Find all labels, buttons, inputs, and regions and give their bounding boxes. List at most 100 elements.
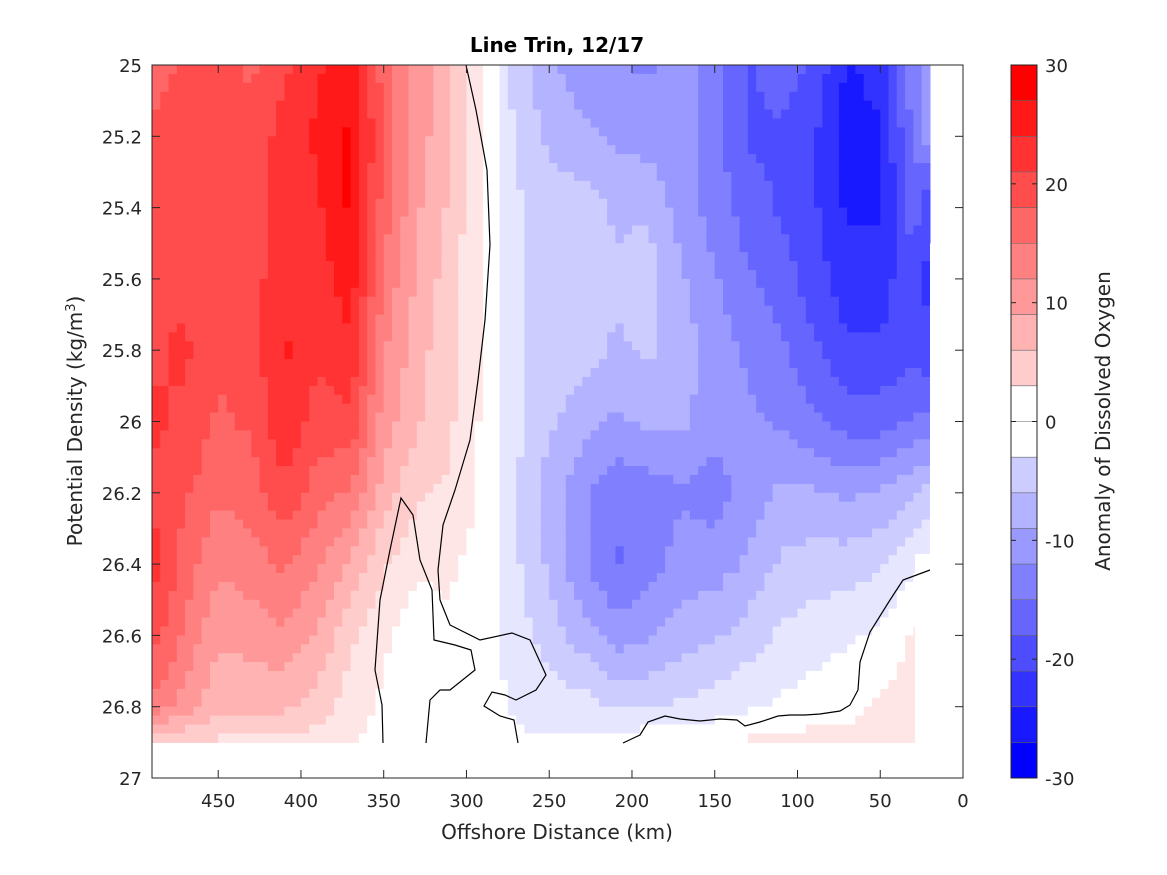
contour-cell — [218, 278, 228, 289]
contour-cell — [574, 492, 583, 503]
contour-cell — [516, 430, 525, 440]
contour-cell — [499, 225, 509, 235]
contour-cell — [234, 403, 244, 414]
contour-cell — [780, 474, 790, 485]
contour-cell — [731, 269, 741, 280]
contour-cell — [681, 198, 691, 209]
contour-cell — [425, 216, 434, 227]
contour-cell — [325, 341, 335, 351]
contour-cell — [789, 385, 799, 396]
contour-cell — [706, 341, 716, 351]
contour-cell — [747, 457, 757, 467]
contour-cell — [739, 457, 749, 467]
contour-cell — [855, 412, 865, 423]
contour-cell — [681, 65, 691, 75]
contour-cell — [590, 243, 600, 253]
contour-cell — [317, 412, 327, 423]
contour-cell — [706, 145, 716, 155]
contour-cell — [491, 154, 501, 164]
contour-cell — [540, 350, 550, 360]
contour-cell — [234, 359, 244, 369]
contour-cell — [814, 198, 823, 209]
contour-cell — [491, 519, 501, 530]
contour-cell — [458, 403, 468, 414]
contour-cell — [350, 154, 360, 164]
contour-cell — [408, 350, 418, 360]
contour-cell — [416, 394, 426, 405]
contour-cell — [888, 394, 898, 405]
contour-cell — [772, 234, 782, 244]
contour-cell — [855, 448, 865, 458]
contour-cell — [855, 118, 865, 128]
contour-cell — [623, 492, 633, 503]
contour-cell — [557, 225, 567, 235]
contour-cell — [590, 234, 600, 244]
contour-cell — [723, 100, 732, 111]
contour-cell — [590, 448, 600, 458]
contour-cell — [648, 287, 658, 298]
contour-cell — [540, 332, 550, 342]
contour-cell — [888, 136, 898, 146]
contour-cell — [532, 439, 542, 449]
contour-cell — [830, 207, 840, 218]
contour-cell — [739, 91, 749, 102]
contour-cell — [574, 100, 583, 111]
contour-cell — [789, 314, 799, 325]
contour-cell — [226, 501, 236, 512]
contour-cell — [350, 100, 360, 111]
contour-cell — [896, 127, 906, 137]
contour-cell — [317, 225, 327, 235]
contour-cell — [458, 341, 468, 351]
contour-cell — [772, 466, 782, 476]
contour-cell — [234, 225, 244, 235]
contour-cell — [160, 323, 170, 333]
contour-cell — [706, 82, 716, 93]
contour-cell — [747, 171, 757, 182]
contour-cell — [905, 528, 914, 538]
contour-cell — [160, 261, 170, 271]
contour-cell — [789, 323, 799, 333]
contour-cell — [516, 314, 525, 325]
contour-cell — [317, 252, 327, 262]
contour-cell — [731, 474, 741, 485]
contour-cell — [342, 171, 352, 182]
contour-cell — [458, 91, 468, 102]
contour-cell — [483, 118, 492, 128]
contour-cell — [209, 376, 219, 387]
contour-cell — [325, 332, 335, 342]
contour-cell — [209, 474, 219, 485]
contour-cell — [648, 492, 658, 503]
contour-cell — [251, 341, 261, 351]
contour-cell — [665, 100, 674, 111]
contour-cell — [565, 457, 575, 467]
contour-cell — [532, 448, 542, 458]
contour-cell — [549, 234, 559, 244]
contour-cell — [921, 403, 931, 414]
contour-cell — [152, 171, 161, 182]
contour-cell — [516, 492, 525, 503]
contour-cell — [400, 492, 410, 503]
contour-cell — [913, 145, 923, 155]
contour-cell — [400, 136, 410, 146]
contour-cell — [731, 73, 741, 84]
contour-cell — [209, 189, 219, 200]
contour-cell — [896, 163, 906, 173]
contour-cell — [607, 198, 617, 209]
contour-cell — [731, 65, 741, 75]
contour-cell — [921, 278, 931, 289]
contour-cell — [491, 216, 501, 227]
contour-cell — [300, 510, 310, 521]
contour-cell — [615, 189, 625, 200]
contour-cell — [433, 198, 443, 209]
contour-cell — [756, 145, 765, 155]
contour-cell — [731, 359, 741, 369]
contour-cell — [317, 109, 327, 120]
contour-cell — [896, 385, 906, 396]
contour-cell — [598, 305, 608, 316]
contour-cell — [557, 163, 567, 173]
contour-cell — [532, 501, 542, 512]
contour-cell — [822, 180, 832, 191]
contour-cell — [623, 261, 633, 271]
contour-cell — [714, 261, 724, 271]
contour-cell — [425, 466, 434, 476]
